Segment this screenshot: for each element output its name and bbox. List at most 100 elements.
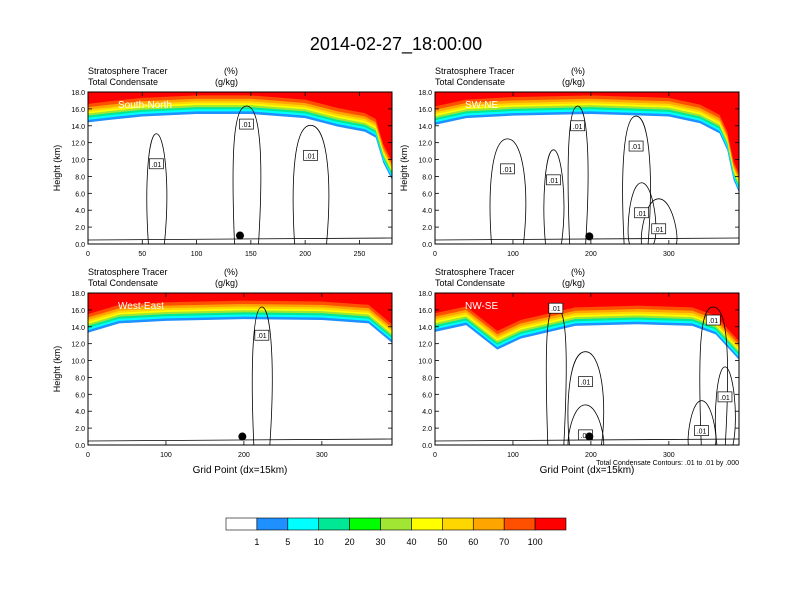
contour-label-box <box>303 149 318 161</box>
tracer-unit: (%) <box>224 267 238 277</box>
x-tick-label: 100 <box>507 452 519 459</box>
contour-label-box <box>651 223 667 235</box>
y-tick-label: 2.0 <box>75 225 85 232</box>
panel-3: Stratosphere Tracer (%) Total Condensate (g… <box>52 267 393 476</box>
tracer-band-9 <box>435 293 739 342</box>
colorbar-swatch <box>380 517 412 531</box>
colorbar-swatch <box>442 517 474 531</box>
contour-line <box>567 404 605 445</box>
x-tick-label: 200 <box>238 452 250 459</box>
x-tick-label: 50 <box>138 251 146 258</box>
x-tick-label: 150 <box>245 251 257 258</box>
tracer-label: Stratosphere Tracer <box>435 267 515 277</box>
x-tick-label: 300 <box>316 452 328 459</box>
plot-frame <box>434 91 740 245</box>
y-tick-label: 4.0 <box>422 409 432 416</box>
y-tick-label: 10.0 <box>71 359 85 366</box>
y-tick-label: 10.0 <box>71 158 85 165</box>
colorbar-label: 50 <box>437 537 447 547</box>
y-tick-label: 6.0 <box>422 392 432 399</box>
y-tick-label: 8.0 <box>75 375 85 382</box>
y-tick-label: 2.0 <box>422 426 432 433</box>
contour-line <box>687 400 717 445</box>
y-tick-label: 14.0 <box>418 124 432 131</box>
panel-2: Stratosphere Tracer (%) Total Condensate (g… <box>399 66 740 258</box>
x-tick-label: 0 <box>433 452 437 459</box>
tracer-band-9 <box>88 293 392 325</box>
contour-label: .01 <box>551 306 561 313</box>
condensate-label: Total Condensate <box>88 278 158 288</box>
contour-label: .01 <box>549 178 559 185</box>
panels-group: Stratosphere Tracer (%) Total Condensate (g… <box>52 66 740 476</box>
x-tick-label: 100 <box>160 452 172 459</box>
y-tick-label: 16.0 <box>71 107 85 114</box>
contour-label: .01 <box>242 122 252 129</box>
contour-label-box <box>717 391 733 403</box>
colorbar-label: 70 <box>499 537 509 547</box>
colorbar-swatch <box>318 517 350 531</box>
y-tick-label: 14.0 <box>71 124 85 131</box>
tracer-band-4 <box>88 92 392 174</box>
contour-label: .01 <box>257 333 267 340</box>
y-tick-label: 10.0 <box>418 359 432 366</box>
panel-4: Stratosphere Tracer (%) Total Condensate (g… <box>418 267 740 476</box>
y-tick-label: 6.0 <box>422 191 432 198</box>
contour-label: .01 <box>631 144 641 151</box>
colorbar-swatch <box>534 517 567 531</box>
panel-label: SW-NE <box>465 100 498 111</box>
colorbar-swatch <box>411 517 443 531</box>
contour-line <box>622 115 651 244</box>
contour-label: .01 <box>503 167 513 174</box>
colorbar: 1 5 10 20 30 40 50 60 70 100 <box>225 517 567 547</box>
colorbar-label: 20 <box>345 537 355 547</box>
x-tick-label: 0 <box>86 251 90 258</box>
x-tick-label: 300 <box>663 251 675 258</box>
colorbar-label: 1 <box>254 537 259 547</box>
tracer-unit: (%) <box>224 66 238 76</box>
main-title: 2014-02-27_18:00:00 <box>310 34 482 55</box>
condensate-unit: (g/kg) <box>562 77 585 87</box>
contour-line <box>146 133 168 244</box>
y-tick-label: 0.0 <box>422 242 432 249</box>
contour-line <box>251 306 273 445</box>
y-tick-label: 6.0 <box>75 191 85 198</box>
colorbar-label: 60 <box>468 537 478 547</box>
y-tick-label: 10.0 <box>418 158 432 165</box>
condensate-label: Total Condensate <box>88 77 158 87</box>
y-tick-label: 6.0 <box>75 392 85 399</box>
plot-frame <box>87 91 393 245</box>
contour-label-box <box>705 314 721 326</box>
y-axis-label: Height (km) <box>52 145 62 192</box>
y-axis-label: Height (km) <box>52 346 62 393</box>
location-marker <box>236 231 244 240</box>
contour-label-box <box>628 140 644 152</box>
plot-frame <box>87 292 393 446</box>
y-tick-label: 4.0 <box>75 409 85 416</box>
y-tick-label: 18.0 <box>71 90 85 97</box>
colorbar-label: 10 <box>314 537 324 547</box>
y-tick-label: 8.0 <box>75 174 85 181</box>
x-tick-label: 300 <box>663 452 675 459</box>
colorbar-swatch <box>225 517 258 531</box>
tracer-field <box>88 293 392 343</box>
tracer-unit: (%) <box>571 66 585 76</box>
contour-label: .01 <box>637 211 647 218</box>
contour-label: .01 <box>573 124 583 131</box>
y-tick-label: 8.0 <box>422 174 432 181</box>
contour-line-low <box>88 438 392 442</box>
condensate-label: Total Condensate <box>435 278 505 288</box>
x-tick-label: 0 <box>433 251 437 258</box>
contour-label-box <box>546 174 561 186</box>
tracer-band-5 <box>88 92 392 171</box>
condensate-contours <box>88 306 392 445</box>
y-axis-label: Height (km) <box>399 145 409 192</box>
x-axis-label: Grid Point (dx=15km) <box>193 465 288 476</box>
panel-label: NW-SE <box>465 301 498 312</box>
x-tick-label: 100 <box>507 251 519 258</box>
tracer-label: Stratosphere Tracer <box>88 66 168 76</box>
condensate-unit: (g/kg) <box>215 278 238 288</box>
colorbar-label: 30 <box>376 537 386 547</box>
tracer-field <box>435 92 739 193</box>
x-tick-label: 200 <box>299 251 311 258</box>
